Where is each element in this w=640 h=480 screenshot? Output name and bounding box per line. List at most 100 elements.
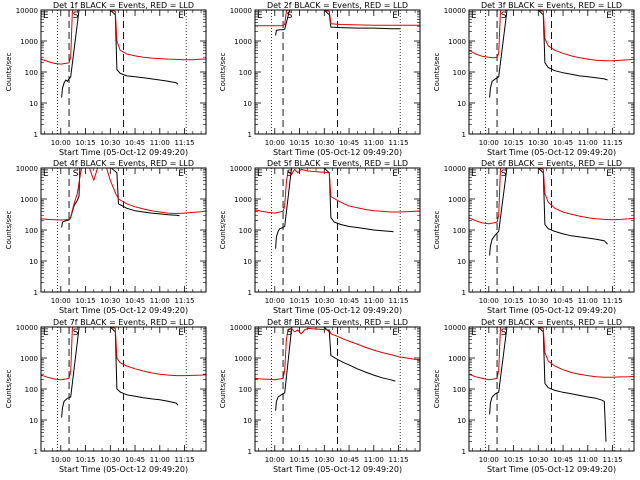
series-lld-line	[255, 168, 420, 214]
y-axis-label: Counts/sec	[433, 370, 441, 409]
plot-area	[41, 327, 206, 451]
series-lld-line	[469, 327, 634, 381]
y-tick-label: 1000	[234, 38, 252, 46]
marker-label-e: E	[606, 169, 612, 179]
panel-det-9: Det 9f BLACK = Events, RED = LLD Counts/s…	[433, 318, 635, 474]
y-tick-label: 10000	[444, 7, 466, 15]
x-tick-label: 11:15	[602, 297, 622, 305]
plot-area	[469, 327, 634, 451]
x-tick-label: 10:45	[553, 139, 573, 147]
start-time: 05-Oct-12 09:49:20	[320, 306, 399, 315]
x-title-prefix: Start Time (	[487, 148, 534, 157]
x-axis-title: Start Time (05-Oct-12 09:49:20)	[487, 306, 616, 315]
start-time: 05-Oct-12 09:49:20	[320, 148, 399, 157]
marker-label-e: E	[392, 169, 398, 179]
y-tick-label: 1	[462, 448, 466, 456]
start-time: 05-Oct-12 09:49:20	[534, 465, 613, 474]
series-lld-line	[469, 10, 634, 62]
y-tick-label: 10000	[444, 165, 466, 173]
x-tick-label: 10:15	[503, 139, 523, 147]
marker-label-e: E	[471, 328, 477, 338]
x-tick-label: 11:00	[150, 297, 170, 305]
y-tick-label: 10	[457, 100, 466, 108]
marker-label-s: S	[73, 169, 79, 179]
series-events-line	[61, 327, 179, 418]
y-tick-label: 10000	[230, 7, 252, 15]
x-tick-label: 11:00	[364, 456, 384, 464]
plot-area	[469, 168, 634, 292]
x-tick-label: 11:00	[578, 456, 598, 464]
marker-label-e: E	[43, 169, 49, 179]
x-tick-label: 10:45	[125, 297, 145, 305]
x-tick-label: 10:15	[289, 297, 309, 305]
panel-title: Det 2f BLACK = Events, RED = LLD	[267, 1, 408, 10]
x-tick-label: 10:30	[100, 139, 120, 147]
panel-title: Det 4f BLACK = Events, RED = LLD	[53, 159, 194, 168]
axes-frame	[468, 326, 635, 452]
marker-label-s: S	[73, 328, 79, 338]
x-title-prefix: Start Time (	[487, 465, 534, 474]
x-tick-label: 10:45	[553, 456, 573, 464]
x-tick-label: 11:00	[578, 139, 598, 147]
y-tick-label: 10000	[230, 165, 252, 173]
axes-frame	[468, 9, 635, 135]
x-tick-label: 11:00	[364, 297, 384, 305]
x-title-prefix: Start Time (	[273, 148, 320, 157]
x-tick-label: 10:45	[125, 456, 145, 464]
axes-frame	[254, 9, 421, 135]
y-tick-label: 10000	[444, 324, 466, 332]
x-tick-label: 11:00	[150, 139, 170, 147]
x-tick-label: 10:45	[553, 297, 573, 305]
x-tick-label: 11:00	[150, 456, 170, 464]
y-tick-label: 100	[25, 69, 38, 77]
start-time: 05-Oct-12 09:49:20	[106, 465, 185, 474]
x-tick-label: 10:15	[75, 297, 95, 305]
x-tick-label: 11:15	[388, 139, 408, 147]
y-axis-label: Counts/sec	[5, 53, 13, 92]
plot-area	[41, 10, 206, 134]
x-tick-label: 10:30	[314, 297, 334, 305]
panel-det-3: Det 3f BLACK = Events, RED = LLD Counts/s…	[433, 1, 635, 157]
y-tick-label: 1000	[20, 38, 38, 46]
panel-det-5: Det 5f BLACK = Events, RED = LLD Counts/s…	[219, 159, 421, 315]
x-title-prefix: Start Time (	[487, 306, 534, 315]
x-tick-label: 11:15	[388, 297, 408, 305]
series-lld-line	[41, 327, 206, 381]
plot-area	[255, 168, 420, 292]
x-title-suffix: )	[185, 306, 188, 315]
x-tick-label: 11:15	[602, 456, 622, 464]
x-tick-label: 11:00	[578, 297, 598, 305]
x-tick-label: 10:30	[528, 139, 548, 147]
start-time: 05-Oct-12 09:49:20	[320, 465, 399, 474]
plot-area	[41, 168, 206, 292]
series-events-line	[61, 10, 179, 98]
x-tick-label: 10:00	[479, 139, 499, 147]
x-title-suffix: )	[185, 148, 188, 157]
start-time: 05-Oct-12 09:49:20	[106, 148, 185, 157]
marker-label-e: E	[178, 169, 184, 179]
y-tick-label: 1000	[448, 196, 466, 204]
x-tick-label: 10:00	[51, 456, 71, 464]
y-axis-label: Counts/sec	[219, 370, 227, 409]
x-tick-label: 11:00	[364, 139, 384, 147]
y-tick-label: 1000	[448, 355, 466, 363]
x-tick-label: 10:15	[75, 139, 95, 147]
x-title-suffix: )	[399, 306, 402, 315]
y-axis-label: Counts/sec	[433, 211, 441, 250]
marker-label-s: S	[501, 11, 507, 21]
y-tick-label: 10	[243, 100, 252, 108]
y-tick-label: 100	[453, 386, 466, 394]
x-tick-label: 10:00	[479, 456, 499, 464]
x-tick-label: 10:15	[503, 456, 523, 464]
y-axis-label: Counts/sec	[5, 370, 13, 409]
y-axis-label: Counts/sec	[433, 53, 441, 92]
x-tick-label: 10:15	[75, 456, 95, 464]
start-time: 05-Oct-12 09:49:20	[106, 306, 185, 315]
y-tick-label: 10000	[230, 324, 252, 332]
x-title-suffix: )	[399, 465, 402, 474]
x-tick-label: 10:00	[479, 297, 499, 305]
y-tick-label: 100	[25, 386, 38, 394]
x-tick-label: 10:30	[314, 139, 334, 147]
series-events-line	[61, 168, 180, 228]
marker-label-e: E	[257, 169, 263, 179]
